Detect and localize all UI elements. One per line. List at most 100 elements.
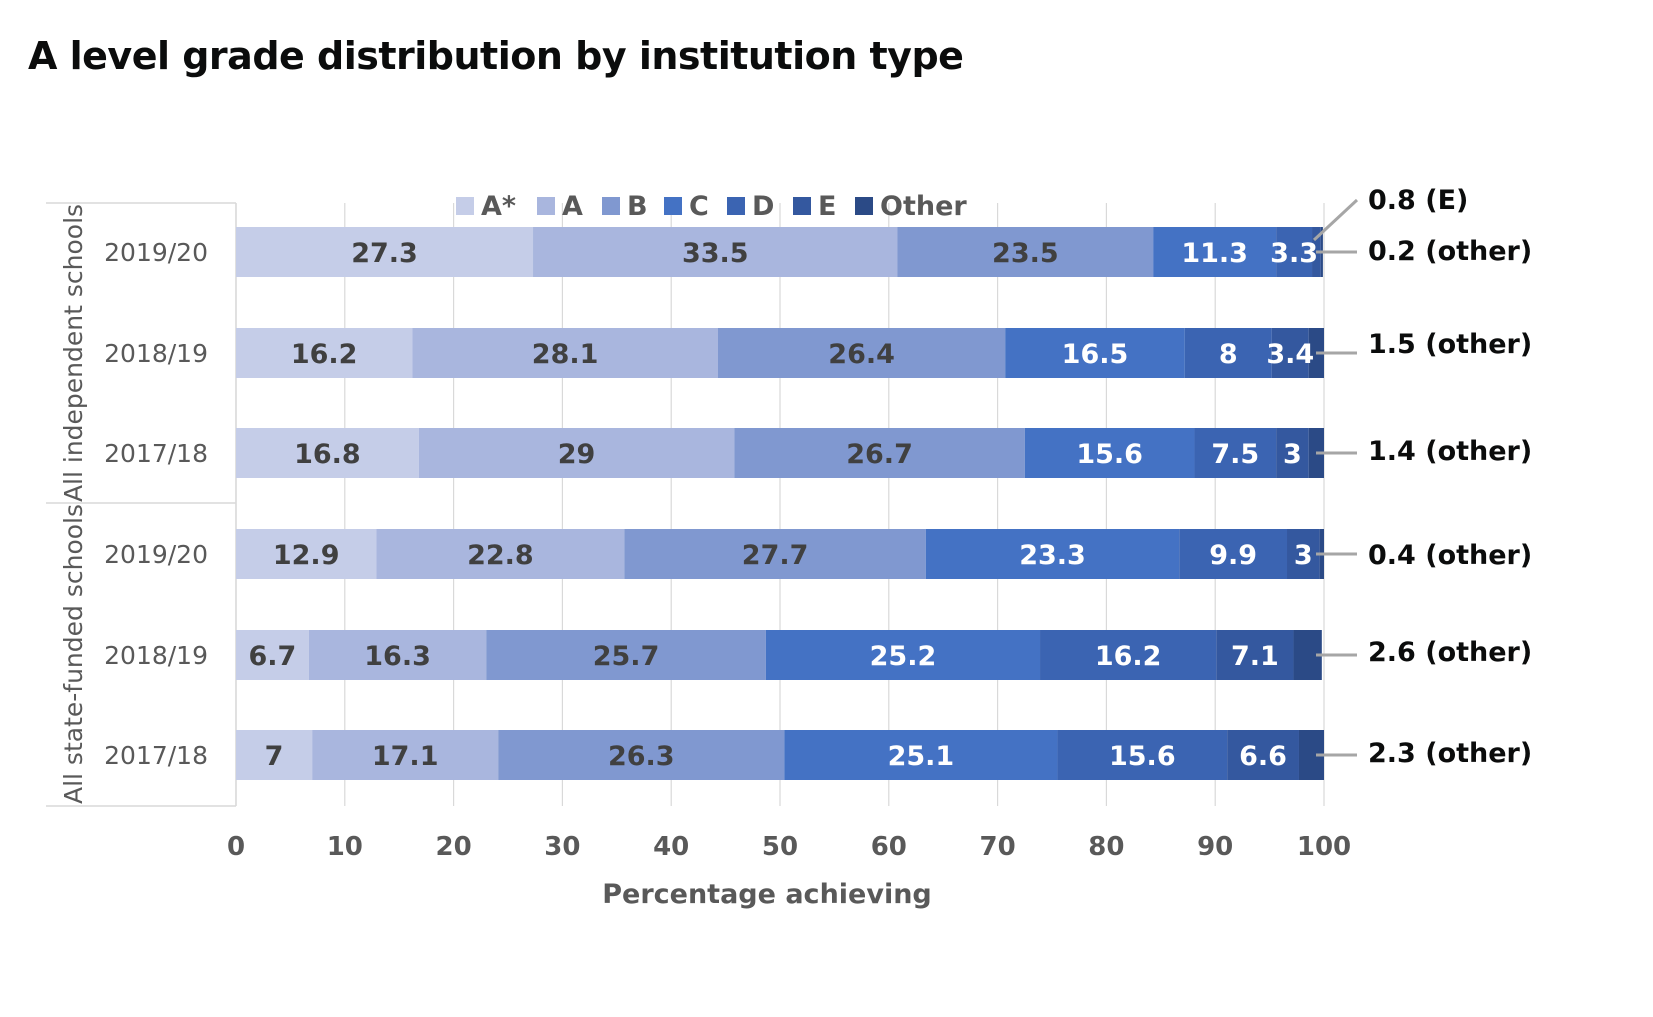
x-tick-label: 70	[980, 832, 1016, 862]
x-tick-label: 60	[871, 832, 907, 862]
x-tick-label: 50	[762, 832, 798, 862]
data-label: 15.6	[1109, 741, 1176, 772]
x-tick-label: 90	[1197, 832, 1233, 862]
chart-title: A level grade distribution by institutio…	[28, 34, 964, 78]
data-label: 15.6	[1076, 439, 1143, 470]
x-axis: 0 10 20 30 40 50 60 70 80 90 100 Percentage achievi…	[227, 832, 1351, 910]
data-label: 16.2	[291, 339, 358, 370]
bar-segment-a	[533, 227, 898, 277]
data-label: 8	[1219, 339, 1238, 370]
legend-label: C	[689, 191, 709, 222]
bar-segment-b	[717, 328, 1006, 378]
category-axis-frame	[46, 202, 237, 807]
x-tick-label: 100	[1297, 832, 1351, 862]
bar-segment-a-star	[236, 428, 419, 478]
data-label: 33.5	[682, 238, 749, 269]
bar-segment-d	[1179, 529, 1288, 579]
legend-swatch	[855, 197, 873, 215]
data-label: 16.8	[294, 439, 361, 470]
data-label: 12.9	[273, 540, 340, 571]
category-label: 2018/19	[104, 641, 208, 670]
category-label: 2018/19	[104, 339, 208, 368]
data-label: 3.3	[1270, 238, 1318, 269]
bar-segment-a-star	[236, 730, 313, 780]
legend-swatch	[456, 197, 474, 215]
bar-segment-a-star	[236, 328, 413, 378]
bar-segment-c	[925, 529, 1180, 579]
annotation-label: 0.2 (other)	[1368, 236, 1532, 267]
data-label: 22.8	[467, 540, 534, 571]
legend-swatch	[727, 197, 745, 215]
data-label: 6.6	[1239, 741, 1287, 772]
bar-segment-b	[897, 227, 1154, 277]
x-tick-label: 40	[653, 832, 689, 862]
data-label: 25.1	[888, 741, 955, 772]
data-label: 17.1	[372, 741, 439, 772]
data-label: 3	[1283, 439, 1302, 470]
annotation-label: 0.4 (other)	[1368, 540, 1532, 571]
annotation-label: 2.3 (other)	[1368, 738, 1532, 769]
bar-segment-c	[765, 630, 1041, 680]
legend: A* A B C D E Other	[456, 191, 967, 222]
bar-segment-d	[1057, 730, 1228, 780]
bar-segment-a	[412, 328, 718, 378]
data-label: 16.3	[364, 641, 431, 672]
data-label: 7.5	[1211, 439, 1259, 470]
bar-segment-c	[1005, 328, 1185, 378]
legend-label: A*	[481, 191, 516, 222]
bar-segment-e	[1271, 328, 1309, 378]
data-label: 26.3	[608, 741, 675, 772]
legend-swatch	[537, 197, 555, 215]
data-labels: 27.3 33.5 23.5 11.3 3.3 16.2 28.1 26.4 16.5 8 3.4 1…	[249, 238, 1318, 772]
bar-segment-e	[1276, 428, 1309, 478]
category-label: 2017/18	[104, 741, 208, 770]
data-label: 27.3	[351, 238, 418, 269]
legend-swatch	[793, 197, 811, 215]
bar-segment-e	[1287, 529, 1320, 579]
data-label: 29	[558, 439, 596, 470]
x-tick-label: 30	[544, 832, 580, 862]
data-label: 28.1	[532, 339, 599, 370]
bar-segment-b	[486, 630, 766, 680]
annotation-label: 1.4 (other)	[1368, 436, 1532, 467]
legend-label: E	[818, 191, 836, 222]
data-label: 27.7	[742, 540, 809, 571]
bar-segment-d	[1194, 428, 1277, 478]
data-label: 26.4	[828, 339, 895, 370]
x-tick-label: 0	[227, 832, 245, 862]
data-label: 9.9	[1209, 540, 1257, 571]
legend-label: Other	[880, 191, 967, 222]
annotation-label: 0.8 (E)	[1368, 185, 1468, 216]
data-label: 3.4	[1266, 339, 1314, 370]
x-tick-label: 80	[1088, 832, 1124, 862]
data-label: 16.2	[1095, 641, 1162, 672]
bar-segment-d	[1276, 227, 1313, 277]
bars	[236, 227, 1324, 780]
legend-swatch	[602, 197, 620, 215]
category-label: 2019/20	[104, 540, 208, 569]
annotation-label: 1.5 (other)	[1368, 329, 1532, 360]
bar-segment-a-star	[236, 529, 377, 579]
data-label: 23.5	[992, 238, 1059, 269]
data-label: 25.7	[593, 641, 660, 672]
group-label: All state-funded schools	[59, 504, 88, 804]
category-label: 2019/20	[104, 238, 208, 267]
data-label: 6.7	[249, 641, 297, 672]
data-label: 16.5	[1062, 339, 1129, 370]
bar-segment-e	[1227, 730, 1299, 780]
legend-label: B	[627, 191, 648, 222]
annotation-label: 2.6 (other)	[1368, 637, 1532, 668]
bar-segment-a	[376, 529, 625, 579]
annotations: 0.8 (E) 0.2 (other) 1.5 (other) 1.4 (other)…	[1312, 185, 1532, 769]
bar-segment-c	[1024, 428, 1195, 478]
grid-lines	[235, 203, 1325, 806]
bar-segment-c	[1153, 227, 1277, 277]
x-tick-label: 10	[327, 832, 363, 862]
group-label: All independent schools	[59, 204, 88, 502]
data-label: 3	[1294, 540, 1313, 571]
data-label: 7	[265, 741, 284, 772]
leader-line	[1312, 198, 1359, 242]
bar-segment-a-star	[236, 227, 534, 277]
x-tick-label: 20	[436, 832, 472, 862]
data-label: 26.7	[846, 439, 913, 470]
